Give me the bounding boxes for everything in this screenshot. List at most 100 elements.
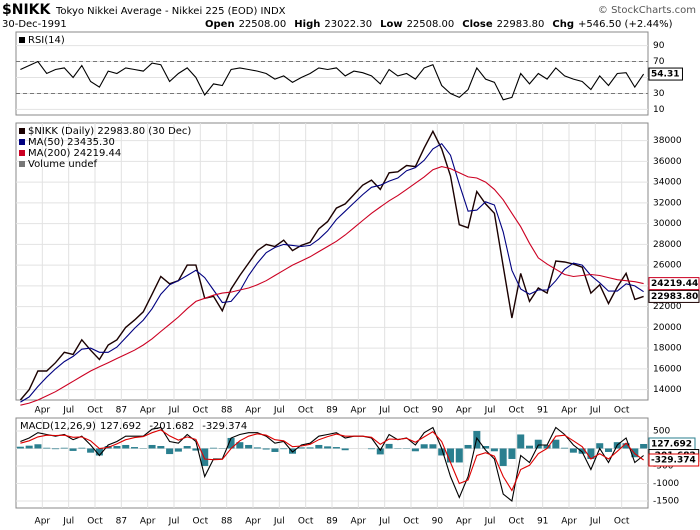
histogram-bar <box>482 446 490 449</box>
histogram-bar <box>376 448 384 455</box>
quote-value: +546.50 (+2.44%) <box>578 19 673 30</box>
series-line <box>20 166 644 406</box>
histogram-bar <box>420 444 428 449</box>
x-tick-label: Jul <box>62 406 74 416</box>
legend-text: MACD(12,26,9) <box>20 421 96 432</box>
x-tick-label: Jul <box>589 406 601 416</box>
x-tick-label: Oct <box>614 406 630 416</box>
histogram-bar <box>130 447 139 449</box>
x-tick-label: Jul <box>168 406 180 416</box>
x-tick-label: Oct <box>87 517 103 527</box>
histogram-bar <box>306 447 314 449</box>
panel <box>15 31 649 116</box>
y-tick-label: 26000 <box>653 261 682 271</box>
histogram-bar <box>297 447 305 449</box>
x-tick-label: Jul <box>378 517 390 527</box>
histogram-bar <box>631 448 639 458</box>
x-tick-label: Jul <box>484 406 496 416</box>
histogram-bar <box>271 448 279 452</box>
histogram-bar <box>51 448 60 450</box>
histogram-bar <box>324 446 332 449</box>
legend-text: MA(200) 24219.44 <box>28 148 121 159</box>
x-tick-label: Apr <box>351 517 367 527</box>
histogram-bar <box>534 439 542 449</box>
credit: © StockCharts.com <box>598 5 696 16</box>
end-value-box <box>648 453 700 467</box>
x-tick-label: Jul <box>378 406 390 416</box>
histogram-bar <box>95 448 103 456</box>
series-line <box>20 60 645 101</box>
x-tick-label: Oct <box>509 517 525 527</box>
histogram-bar <box>192 448 200 451</box>
x-tick-label: Jul <box>484 517 496 527</box>
x-tick-label: Oct <box>403 406 419 416</box>
x-tick-label: Apr <box>245 517 261 527</box>
histogram-bar <box>517 434 525 449</box>
legend-text: RSI(14) <box>28 35 65 46</box>
x-tick-label: 87 <box>116 517 127 527</box>
histogram-bar <box>367 448 376 450</box>
x-tick-label: Jul <box>589 517 601 527</box>
quote-label: Open <box>205 19 235 30</box>
histogram-bar <box>69 448 77 451</box>
histogram-bar <box>227 437 235 449</box>
legend-value: 127.692 <box>100 421 141 432</box>
histogram-bar <box>34 444 42 449</box>
histogram-bar <box>464 444 472 449</box>
quote-value: 22983.80 <box>497 19 545 30</box>
histogram-bar <box>429 444 437 449</box>
histogram-bar <box>113 446 121 449</box>
x-tick-label: 90 <box>432 406 444 416</box>
histogram-bar <box>148 444 156 449</box>
histogram-bar <box>245 444 253 449</box>
x-tick-label: Apr <box>456 517 472 527</box>
histogram-bar <box>604 448 613 452</box>
y-tick-label: 18000 <box>653 344 682 354</box>
quote-label: Low <box>380 19 402 30</box>
x-tick-label: 87 <box>116 406 127 416</box>
x-tick-label: 88 <box>221 517 233 527</box>
y-tick-label: -1500 <box>653 496 679 506</box>
histogram-bar <box>587 448 595 459</box>
histogram-bar <box>543 444 551 449</box>
histogram-bar <box>280 448 288 450</box>
quote-label: High <box>294 19 320 30</box>
end-value-box <box>648 67 683 81</box>
histogram-bar <box>60 447 68 449</box>
histogram-bar <box>236 442 244 449</box>
legend-swatch <box>19 37 25 43</box>
histogram-bar <box>341 448 349 451</box>
y-tick-label: 90 <box>653 41 665 51</box>
x-tick-label: Apr <box>35 517 51 527</box>
x-tick-label: 90 <box>432 517 444 527</box>
series-line <box>20 429 644 492</box>
histogram-bar <box>157 446 165 449</box>
symbol: $NIKK <box>2 2 52 18</box>
y-tick-label: 10 <box>653 105 665 115</box>
x-tick-label: Apr <box>140 517 156 527</box>
y-tick-label: 20000 <box>653 323 682 333</box>
y-tick-label: 14000 <box>653 385 682 395</box>
legend-value: -201.682 <box>149 421 194 432</box>
y-tick-label: 36000 <box>653 157 682 167</box>
end-value-label: 127.692 <box>651 439 692 449</box>
y-tick-label: 28000 <box>653 240 682 250</box>
x-tick-label: Apr <box>245 406 261 416</box>
x-tick-label: Oct <box>298 517 314 527</box>
histogram-bar <box>25 445 33 449</box>
histogram-bar <box>385 443 393 449</box>
histogram-bar <box>43 447 51 449</box>
x-tick-label: Jul <box>62 517 74 527</box>
x-tick-label: Oct <box>193 406 209 416</box>
histogram-bar <box>569 448 577 453</box>
histogram-bar <box>122 444 130 449</box>
y-tick-label: 30 <box>653 89 665 99</box>
histogram-bar <box>262 448 270 450</box>
x-tick-label: Oct <box>403 517 419 527</box>
x-tick-label: Oct <box>614 517 630 527</box>
histogram-bar <box>411 448 419 452</box>
quote-value: 23022.30 <box>324 19 372 30</box>
histogram-bar <box>201 448 209 466</box>
x-tick-label: Jul <box>168 517 180 527</box>
